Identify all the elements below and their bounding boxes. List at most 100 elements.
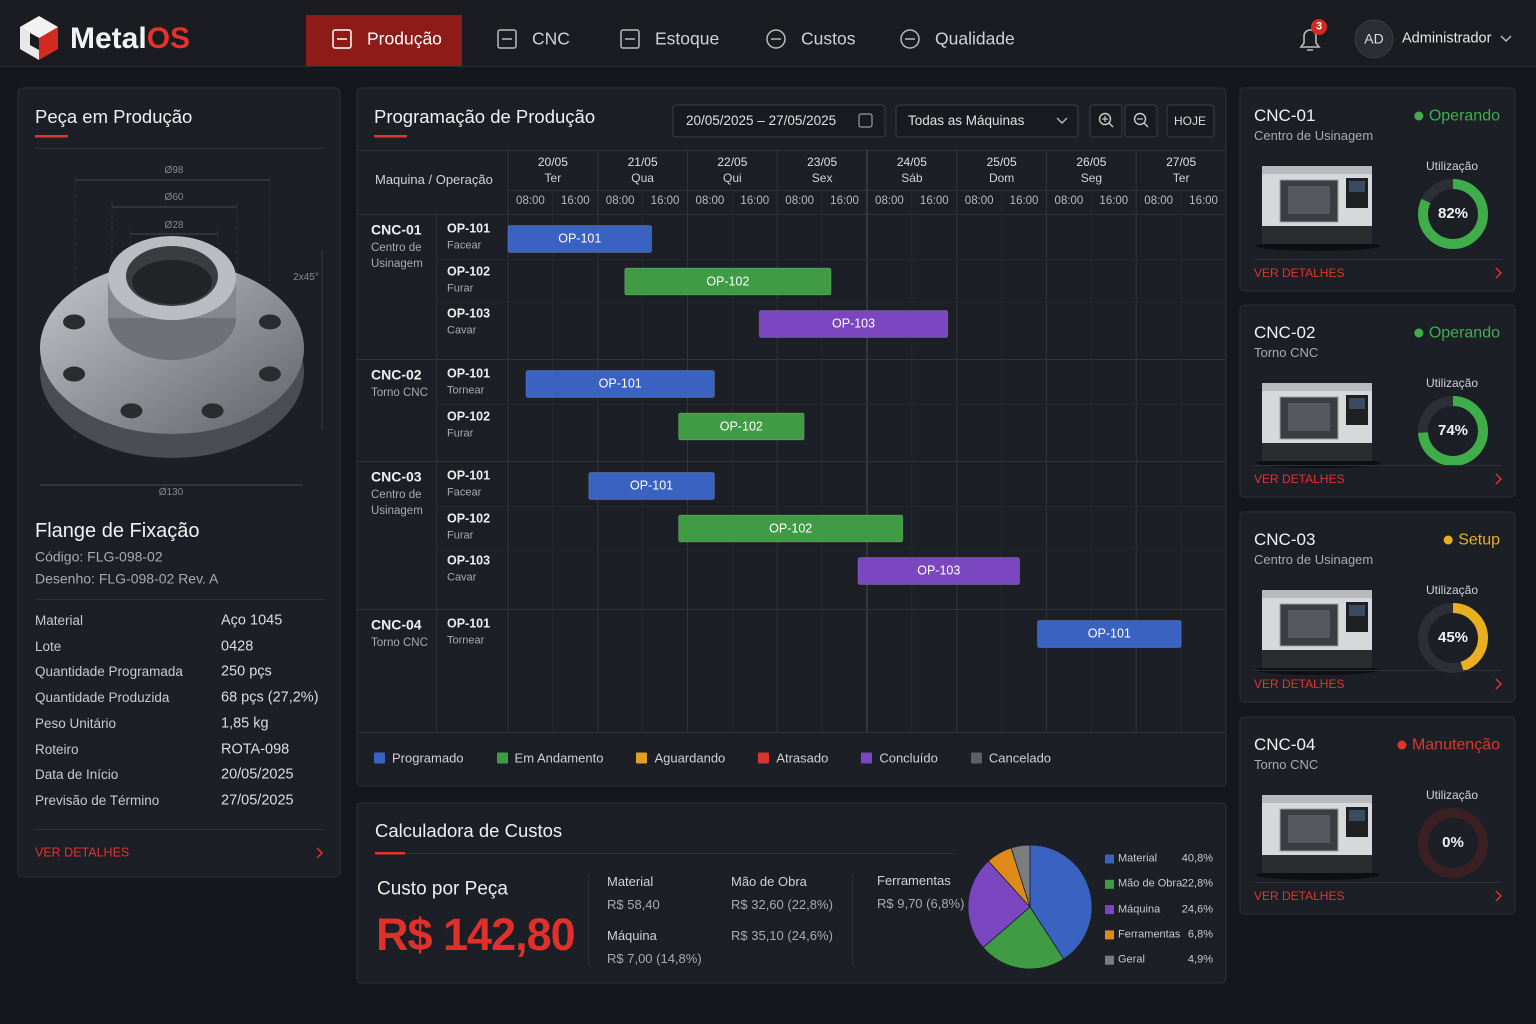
- property-value: ROTA-098: [221, 740, 290, 757]
- details-link[interactable]: VER DETALHES: [1254, 265, 1345, 280]
- op-code: OP-101: [447, 616, 491, 631]
- details-link[interactable]: VER DETALHES: [1254, 676, 1345, 691]
- logo-part: OS: [146, 22, 191, 55]
- gantt-bar[interactable]: [525, 370, 715, 398]
- day-weekday: Ter: [544, 170, 562, 185]
- nav-tab[interactable]: Estoque: [655, 28, 720, 49]
- gantt-bar[interactable]: [678, 514, 904, 543]
- card-title: Peça em Produção: [35, 105, 193, 127]
- nav-tab[interactable]: CNC: [532, 28, 570, 49]
- day-weekday: Sex: [811, 170, 833, 185]
- pie-legend-label: Máquina: [1118, 903, 1161, 915]
- link-chevron: [1495, 890, 1503, 902]
- zoom-in-button[interactable]: [1089, 104, 1123, 138]
- property-label: Quantidade Programada: [35, 664, 183, 680]
- machine-window: [1288, 186, 1330, 214]
- gantt-bar[interactable]: [857, 557, 1021, 585]
- pie-legend-value: 6,8%: [1187, 928, 1213, 941]
- icon-shape: [620, 29, 640, 49]
- machine-filter-box[interactable]: [895, 104, 1079, 138]
- pie-legend-value: 40,8%: [1181, 852, 1213, 865]
- nav-tab[interactable]: Custos: [801, 28, 856, 49]
- machine-type: Centro de Usinagem: [1254, 552, 1374, 568]
- details-link[interactable]: VER DETALHES: [1254, 888, 1345, 903]
- icon-shape: [497, 29, 517, 49]
- user-menu-chevron: [1500, 35, 1512, 43]
- legend-swatch: [636, 752, 648, 764]
- today-button[interactable]: [1166, 104, 1215, 138]
- part-code: Código: FLG-098-02: [35, 548, 163, 565]
- machine-base: [1262, 443, 1372, 461]
- today-button-label[interactable]: HOJE: [1173, 113, 1207, 128]
- day-date: 23/05: [807, 154, 838, 169]
- title-underline: [35, 135, 68, 138]
- pie-legend-swatch: [1105, 930, 1114, 940]
- gantt-bar[interactable]: [624, 267, 832, 296]
- pie-legend-value: 24,6%: [1181, 903, 1213, 915]
- avatar[interactable]: [1354, 19, 1394, 59]
- gantt-bar[interactable]: [1037, 620, 1182, 648]
- cost-value: R$ 7,00 (14,8%): [607, 951, 702, 967]
- dimension-label: Ø60: [164, 192, 184, 203]
- machine-status: Operando: [1428, 324, 1500, 342]
- machine-type: Torno CNC: [1254, 757, 1319, 773]
- property-value: 27/05/2025: [221, 792, 294, 809]
- avatar-initials: AD: [1364, 30, 1384, 47]
- gantt-bar[interactable]: [507, 225, 653, 253]
- notification-bell[interactable]: [1299, 29, 1321, 51]
- machine-base: [1262, 855, 1372, 873]
- machine-screen: [1349, 398, 1365, 409]
- property-label: Previsão de Término: [35, 792, 160, 808]
- cost-value: R$ 32,60 (22,8%): [731, 897, 833, 913]
- cost-label: Máquina: [607, 928, 657, 944]
- machine-window: [1288, 815, 1330, 843]
- hour-label: 08:00: [875, 195, 904, 208]
- bore-inner: [132, 260, 212, 304]
- utilization-title: Utilização: [1425, 375, 1479, 390]
- tab-icon: [497, 29, 517, 49]
- nav-tab[interactable]: Qualidade: [935, 28, 1015, 49]
- details-link[interactable]: VER DETALHES: [1254, 471, 1345, 486]
- op-code: OP-102: [447, 409, 491, 423]
- date-range-box[interactable]: [672, 104, 886, 138]
- zoom-out-button[interactable]: [1124, 104, 1158, 138]
- hour-label: 16:00: [740, 195, 770, 208]
- cost-label: Material: [607, 874, 654, 890]
- machine-screen: [1349, 605, 1365, 616]
- title-underline: [374, 135, 407, 138]
- bolt-hole: [258, 314, 281, 330]
- op-code: OP-102: [447, 511, 491, 525]
- day-weekday: Seg: [1080, 170, 1103, 185]
- utilization-title: Utilização: [1425, 158, 1479, 173]
- user-name[interactable]: Administrador: [1402, 30, 1492, 47]
- gantt-bar-label: OP-103: [917, 563, 961, 578]
- gantt-bar[interactable]: [588, 472, 715, 500]
- bolt-hole: [201, 403, 224, 419]
- day-weekday: Qua: [631, 170, 654, 185]
- op-code: OP-103: [447, 306, 491, 321]
- gantt-bar[interactable]: [758, 310, 949, 338]
- day-date: 20/05: [537, 154, 568, 169]
- machine-name: CNC-04: [371, 616, 422, 633]
- machine-filter[interactable]: Todas as Máquinas: [908, 112, 1025, 128]
- op-task: Furar: [447, 426, 474, 439]
- op-task: Tornear: [447, 384, 485, 397]
- day-weekday: Dom: [988, 170, 1015, 185]
- machine-name: CNC-01: [371, 221, 422, 238]
- icon-shape: [332, 29, 352, 49]
- pie-legend-value: 4,9%: [1187, 953, 1213, 966]
- legend-item: Cancelado: [970, 751, 1051, 766]
- hour-label: 16:00: [1189, 195, 1218, 208]
- pie-legend-swatch: [1105, 854, 1114, 864]
- op-task: Cavar: [447, 571, 477, 584]
- zoom-icon: [1108, 122, 1114, 128]
- property-value: Aço 1045: [221, 612, 283, 629]
- gantt-bar[interactable]: [678, 412, 805, 441]
- nav-tab[interactable]: Produção: [367, 28, 442, 49]
- date-range[interactable]: 20/05/2025 – 27/05/2025: [686, 112, 837, 128]
- details-link[interactable]: VER DETALHES: [35, 845, 130, 860]
- day-weekday: Ter: [1172, 170, 1190, 185]
- gauge-arc: [1418, 179, 1488, 249]
- legend-swatch: [861, 752, 873, 764]
